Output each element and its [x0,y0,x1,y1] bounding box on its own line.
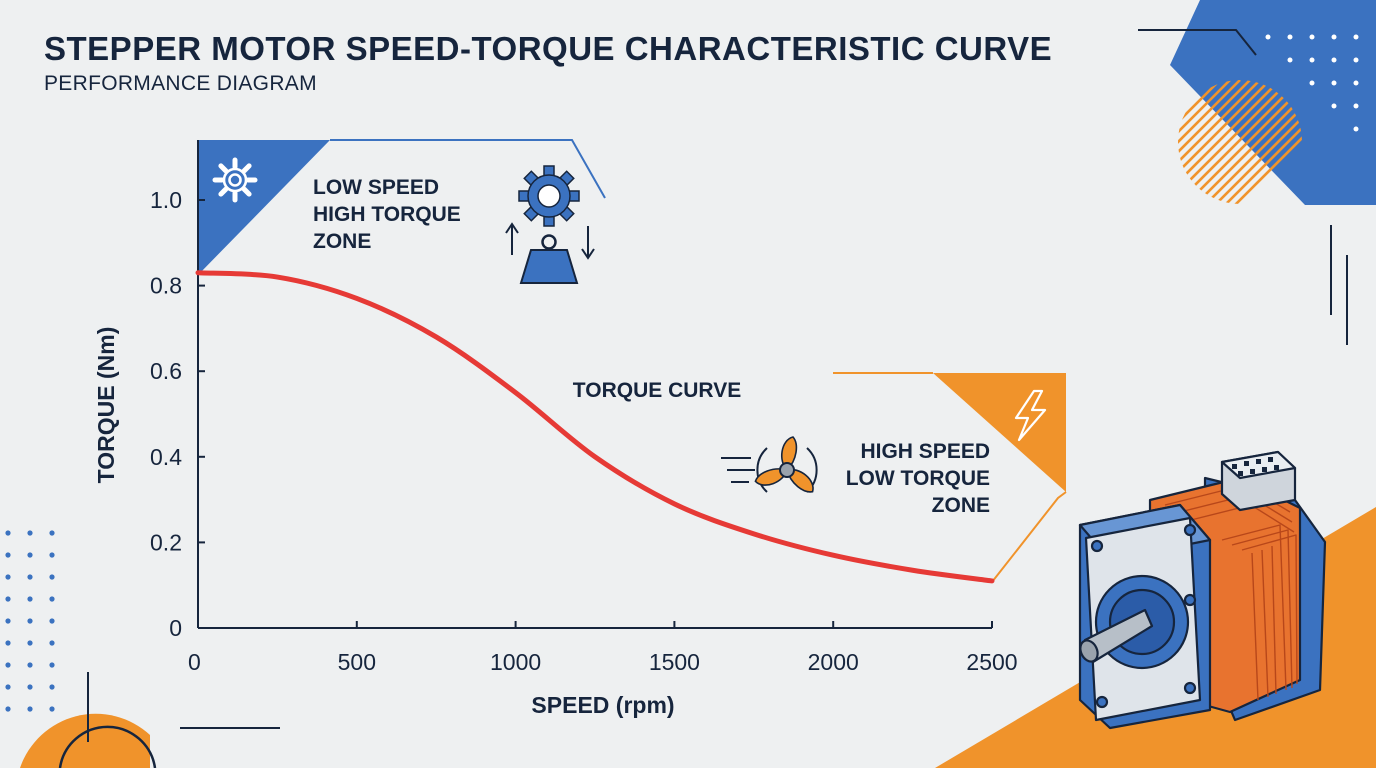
curve-label: TORQUE CURVE [573,379,741,402]
x-tick-label: 500 [338,649,376,675]
x-tick-label: 1000 [490,649,541,675]
y-axis-label: TORQUE (Nm) [93,327,119,484]
y-tick-label: 0.4 [150,444,182,470]
y-tick-label: 0.6 [150,358,182,384]
page-subtitle: PERFORMANCE DIAGRAM [44,72,317,95]
x-tick-label: 2000 [808,649,859,675]
lightning-icon [1014,389,1047,442]
weight-icon [519,234,579,284]
x-tick-label: 0 [188,649,201,675]
decor-top-right [1138,0,1376,345]
axes [197,140,992,629]
low-speed-zone-panel [198,139,606,275]
y-tick-label: 0 [169,615,182,641]
chart: 0 500 1000 1500 2000 2500 0 0.2 0.4 0.6 0.8 1.0 SP… [93,140,1018,718]
torque-curve-line [195,270,995,584]
svg-text:HIGH TORQUE: HIGH TORQUE [313,203,461,226]
y-tick-label: 1.0 [150,187,182,213]
svg-text:LOW TORQUE: LOW TORQUE [846,467,990,490]
low-speed-zone-label: LOW SPEED HIGH TORQUE ZONE [313,176,461,253]
decor-bottom-left [5,530,280,768]
x-tick-label: 2500 [966,649,1017,675]
down-arrow-icon [581,226,595,260]
stepper-motor-illustration [1078,450,1327,730]
svg-text:ZONE: ZONE [932,494,990,517]
up-arrow-icon [505,222,519,255]
x-axis-label: SPEED (rpm) [531,692,674,718]
svg-text:ZONE: ZONE [313,230,371,253]
page-title: STEPPER MOTOR SPEED-TORQUE CHARACTERISTI… [44,30,1053,67]
y-tick-label: 0.8 [150,273,182,299]
x-ticks: 0 500 1000 1500 2000 2500 [188,621,1018,675]
high-speed-zone-label: HIGH SPEED LOW TORQUE ZONE [846,440,990,517]
gear-icon [212,157,258,203]
x-tick-label: 1500 [649,649,700,675]
y-ticks: 0 0.2 0.4 0.6 0.8 1.0 [150,187,205,641]
gear-weight-icon [505,165,595,284]
fan-icon [721,436,818,493]
y-tick-label: 0.2 [150,529,182,555]
svg-text:HIGH SPEED: HIGH SPEED [860,440,990,463]
svg-text:LOW SPEED: LOW SPEED [313,176,439,199]
high-speed-zone-panel [833,372,1067,583]
